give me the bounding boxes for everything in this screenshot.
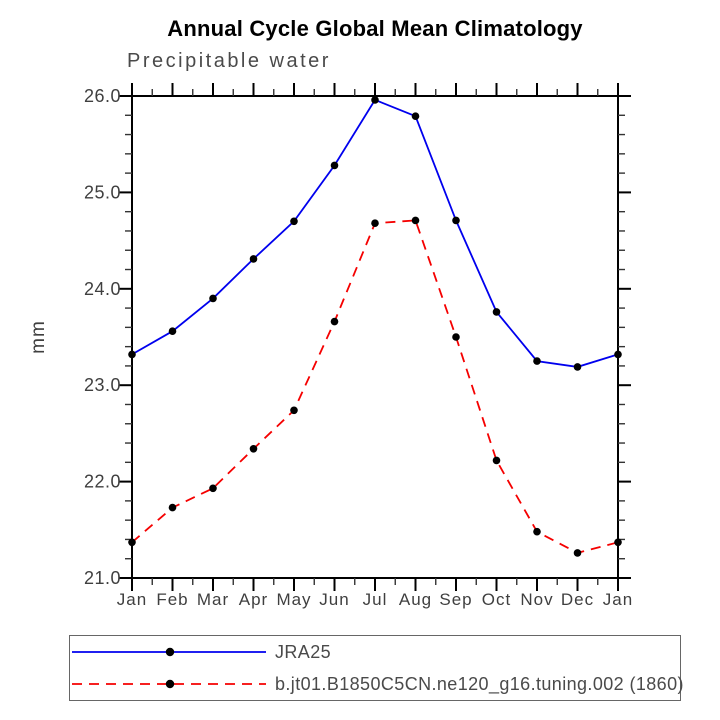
- data-point-marker: [209, 484, 217, 493]
- data-point-marker: [492, 456, 501, 465]
- data-point-marker: [128, 350, 136, 359]
- x-tick-label: Oct: [482, 590, 511, 609]
- legend-line-sample-jra25: [72, 647, 266, 657]
- y-tick-label: 23.0: [84, 375, 121, 395]
- data-point-marker: [492, 308, 501, 316]
- data-point-marker: [330, 161, 339, 170]
- data-point-marker: [533, 527, 541, 536]
- data-point-marker: [411, 112, 420, 120]
- data-point-marker: [371, 219, 379, 227]
- data-point-marker: [452, 216, 460, 225]
- data-point-marker: [249, 445, 258, 453]
- data-point-marker: [168, 327, 177, 336]
- data-point-marker: [573, 363, 582, 371]
- legend-label-model: b.jt01.B1850C5CN.ne120_g16.tuning.002 (1…: [275, 673, 684, 694]
- chart-subtitle: Precipitable water: [127, 50, 331, 72]
- data-point-marker: [209, 294, 217, 303]
- data-point-marker: [168, 503, 177, 512]
- data-series-layer: [128, 96, 622, 557]
- legend-line-sample-model: [72, 679, 266, 689]
- chart-title: Annual Cycle Global Mean Climatology: [167, 16, 583, 41]
- series-line-0: [131, 98, 619, 368]
- data-point-marker: [330, 317, 339, 326]
- data-point-marker: [411, 216, 420, 225]
- x-tick-label: Dec: [561, 590, 594, 609]
- data-point-marker: [128, 538, 136, 547]
- data-point-marker: [249, 255, 258, 263]
- legend-item-model: b.jt01.B1850C5CN.ne120_g16.tuning.002 (1…: [70, 668, 684, 700]
- y-axis-unit-label: mm: [28, 320, 49, 354]
- x-tick-label: Sep: [439, 590, 472, 609]
- data-point-marker: [533, 357, 541, 365]
- data-point-marker: [371, 96, 379, 104]
- plot-frame: [131, 95, 619, 579]
- data-point-marker: [290, 217, 298, 226]
- legend-label-jra25: JRA25: [275, 641, 332, 662]
- series-line-1: [131, 219, 619, 554]
- x-tick-label: Jun: [319, 590, 349, 609]
- x-tick-label: Jan: [603, 590, 633, 609]
- y-tick-label: 26.0: [84, 86, 121, 106]
- x-tick-label: Jan: [117, 590, 147, 609]
- x-tick-label: Mar: [197, 590, 229, 609]
- data-point-marker: [614, 538, 622, 547]
- data-point-marker: [573, 549, 582, 557]
- y-tick-label: 25.0: [84, 182, 121, 202]
- data-point-marker: [290, 406, 298, 415]
- y-tick-label: 22.0: [84, 472, 121, 492]
- legend: JRA25 b.jt01.B1850C5CN.ne120_g16.tuning.…: [69, 635, 684, 701]
- x-tick-label: Jul: [363, 590, 388, 609]
- x-tick-label: Feb: [156, 590, 188, 609]
- legend-sample-marker: [165, 679, 175, 689]
- legend-item-jra25: JRA25: [70, 636, 680, 668]
- x-tick-label: Apr: [239, 590, 268, 609]
- y-tick-label: 24.0: [84, 279, 121, 299]
- legend-sample-marker: [165, 647, 175, 657]
- axes: 21.0 22.0 23.0 24.0 25.0 26.0 Jan Feb Mar Apr May J…: [84, 83, 633, 609]
- x-tick-label: Nov: [520, 590, 553, 609]
- y-tick-label: 21.0: [84, 568, 121, 588]
- x-tick-label: Aug: [399, 590, 432, 609]
- data-point-marker: [452, 333, 460, 341]
- data-point-marker: [614, 350, 622, 359]
- x-tick-label: May: [276, 590, 311, 609]
